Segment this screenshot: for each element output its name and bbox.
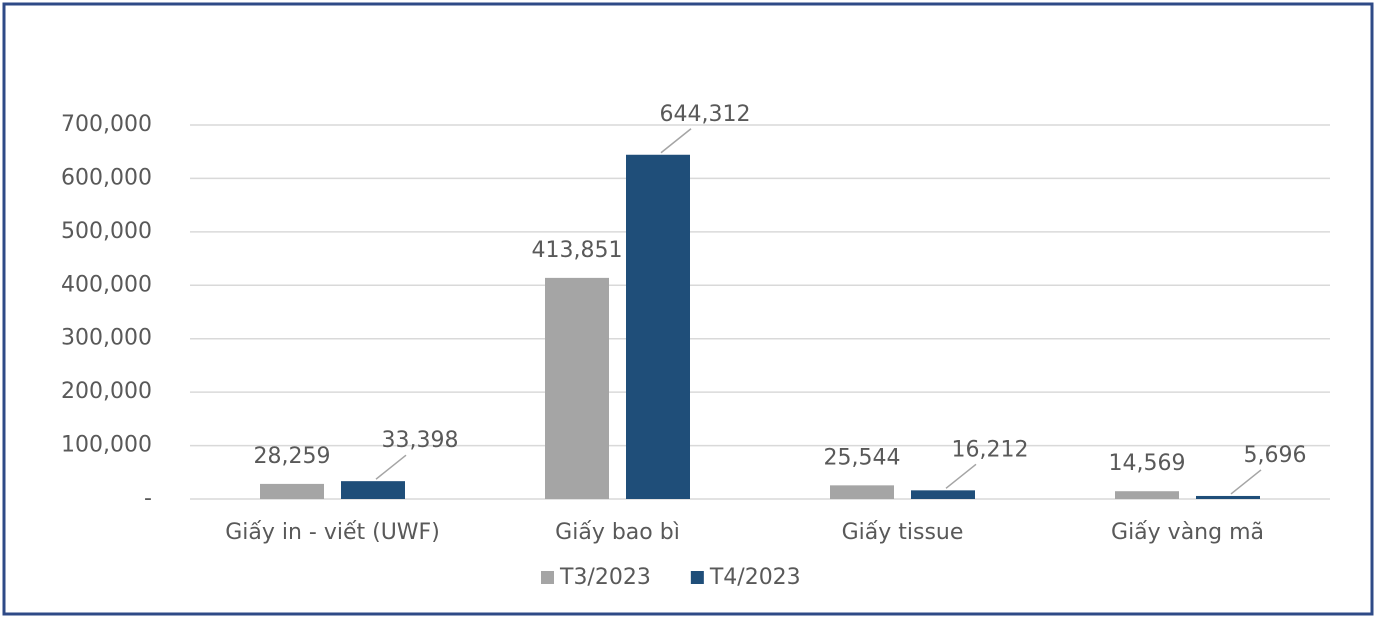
legend-label: T4/2023	[709, 565, 801, 590]
leader-line	[945, 463, 977, 489]
bar	[626, 154, 690, 499]
bar	[911, 490, 975, 499]
data-label: 644,312	[660, 102, 751, 127]
bar	[260, 483, 324, 499]
x-tick-label: Giấy bao bì	[555, 520, 680, 545]
y-tick-label: 700,000	[61, 112, 152, 137]
bar	[545, 277, 609, 499]
data-label: 25,544	[824, 445, 901, 470]
y-tick-label: 600,000	[61, 165, 152, 190]
y-tick-label: 300,000	[61, 326, 152, 351]
y-tick-label: 400,000	[61, 272, 152, 297]
data-label: 14,569	[1109, 451, 1186, 476]
data-label: 5,696	[1244, 443, 1307, 468]
bar	[341, 481, 405, 499]
leader-line	[375, 454, 407, 480]
y-tick-label: -	[144, 486, 152, 511]
bar	[830, 485, 894, 499]
legend-swatch	[690, 571, 704, 584]
data-label: 33,398	[382, 428, 459, 453]
legend-swatch	[541, 571, 554, 584]
data-label: 28,259	[254, 444, 331, 469]
y-tick-label: 100,000	[61, 433, 152, 458]
bar	[1196, 495, 1260, 499]
x-tick-label: Giấy in - viết (UWF)	[225, 520, 440, 545]
legend-label: T3/2023	[559, 565, 651, 590]
y-tick-label: 200,000	[61, 379, 152, 404]
leader-line	[1230, 469, 1262, 495]
x-tick-label: Giấy vàng mã	[1111, 520, 1264, 545]
leader-line	[660, 128, 692, 154]
y-tick-label: 500,000	[61, 219, 152, 244]
x-tick-label: Giấy tissue	[842, 520, 964, 545]
data-label: 16,212	[952, 437, 1029, 462]
bar	[1115, 491, 1179, 499]
data-label: 413,851	[532, 238, 623, 263]
